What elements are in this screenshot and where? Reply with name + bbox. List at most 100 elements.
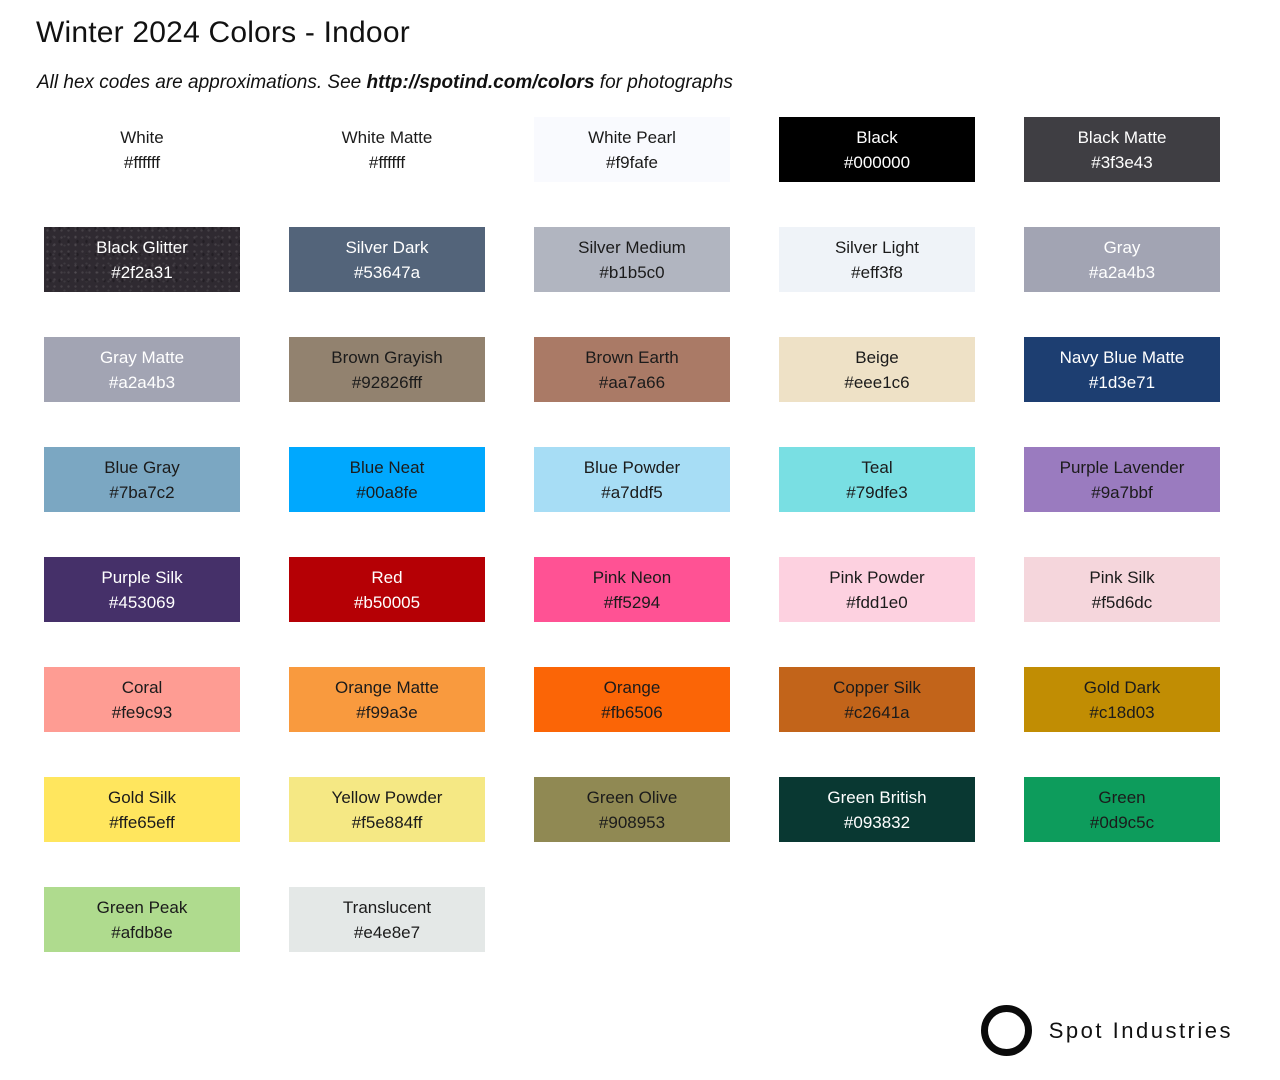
color-hex: #a7ddf5: [601, 482, 663, 502]
color-name: Translucent: [342, 897, 432, 917]
swatch-copper-silk: Copper Silk #c2641a: [779, 667, 975, 732]
color-hex: #2f2a31: [111, 262, 173, 282]
swatch-white-matte: White Matte #ffffff: [289, 117, 485, 182]
swatch-blue-gray: Blue Gray #7ba7c2: [44, 447, 240, 512]
color-name: Pink Neon: [592, 567, 672, 587]
swatch-yellow-powder: Yellow Powder #f5e884ff: [289, 777, 485, 842]
color-hex: #00a8fe: [356, 482, 418, 502]
color-name: White: [120, 127, 164, 147]
swatch-silver-dark: Silver Dark #53647a: [289, 227, 485, 292]
swatch-white: White #ffffff: [44, 117, 240, 182]
color-name: Gray: [1103, 237, 1141, 257]
color-hex: #79dfe3: [846, 482, 908, 502]
swatch-purple-silk: Purple Silk #453069: [44, 557, 240, 622]
color-name: Blue Powder: [583, 457, 681, 477]
color-name: Blue Neat: [349, 457, 425, 477]
swatch-blue-neat: Blue Neat #00a8fe: [289, 447, 485, 512]
swatch-navy-blue-matte: Navy Blue Matte #1d3e71: [1024, 337, 1220, 402]
color-hex: #b1b5c0: [599, 262, 665, 282]
swatch-gold-silk: Gold Silk #ffe65eff: [44, 777, 240, 842]
swatch-beige: Beige #eee1c6: [779, 337, 975, 402]
swatch-green-british: Green British #093832: [779, 777, 975, 842]
color-name: Beige: [855, 347, 899, 367]
color-hex: #f5e884ff: [351, 812, 423, 832]
color-name: White Pearl: [588, 127, 676, 147]
color-hex: #453069: [108, 592, 176, 612]
spot-circle-icon: [980, 1005, 1032, 1056]
color-name: Orange: [603, 677, 661, 697]
color-name: Copper Silk: [833, 677, 921, 697]
swatch-black: Black #000000: [779, 117, 975, 182]
color-hex: #a2a4b3: [1088, 262, 1156, 282]
swatch-silver-light: Silver Light #eff3f8: [779, 227, 975, 292]
color-name: Pink Powder: [829, 567, 925, 587]
page-header: Winter 2024 Colors - Indoor All hex code…: [36, 16, 733, 94]
swatch-gray: Gray #a2a4b3: [1024, 227, 1220, 292]
color-name: Pink Silk: [1089, 567, 1155, 587]
swatch-brown-grayish: Brown Grayish #92826fff: [289, 337, 485, 402]
color-hex: #fdd1e0: [846, 592, 908, 612]
color-hex: #c18d03: [1089, 702, 1155, 722]
page-title: Winter 2024 Colors - Indoor: [36, 16, 410, 49]
color-name: Orange Matte: [335, 677, 439, 697]
color-name: Purple Silk: [101, 567, 183, 587]
color-name: Silver Light: [834, 237, 920, 257]
color-hex: #ffffff: [368, 152, 406, 172]
color-name: Red: [371, 567, 403, 587]
color-name: Gold Silk: [107, 787, 177, 807]
color-hex: #3f3e43: [1091, 152, 1153, 172]
swatch-gold-dark: Gold Dark #c18d03: [1024, 667, 1220, 732]
subtitle-text-suffix: for photographs: [594, 72, 733, 93]
brand-name: Spot Industries: [1048, 1017, 1233, 1043]
swatch-brown-earth: Brown Earth #aa7a66: [534, 337, 730, 402]
color-name: Coral: [121, 677, 163, 697]
swatch-green-olive: Green Olive #908953: [534, 777, 730, 842]
swatch-orange: Orange #fb6506: [534, 667, 730, 732]
swatch-black-matte: Black Matte #3f3e43: [1024, 117, 1220, 182]
color-hex: #908953: [598, 812, 666, 832]
swatch-translucent: Translucent #e4e8e7: [289, 887, 485, 952]
color-hex: #f5d6dc: [1091, 592, 1153, 612]
color-name: Gold Dark: [1083, 677, 1161, 697]
color-hex: #1d3e71: [1088, 372, 1156, 392]
subtitle-text-prefix: All hex codes are approximations. See: [37, 72, 367, 93]
color-name: Silver Medium: [578, 237, 686, 257]
swatch-blue-powder: Blue Powder #a7ddf5: [534, 447, 730, 512]
color-hex: #0d9c5c: [1089, 812, 1155, 832]
color-name: Green Olive: [586, 787, 678, 807]
color-name: Black Glitter: [96, 237, 188, 257]
swatch-grid: White #ffffff White Matte #ffffff White Pe…: [44, 117, 1220, 952]
color-hex: #000000: [843, 152, 911, 172]
swatch-white-pearl: White Pearl #f9fafe: [534, 117, 730, 182]
color-name: Brown Grayish: [331, 347, 443, 367]
color-hex: #aa7a66: [598, 372, 666, 392]
swatch-orange-matte: Orange Matte #f99a3e: [289, 667, 485, 732]
color-hex: #92826fff: [351, 372, 423, 392]
subtitle-link: http://spotind.com/colors: [366, 72, 595, 93]
color-name: Green: [1098, 787, 1146, 807]
swatch-red: Red #b50005: [289, 557, 485, 622]
swatch-teal: Teal #79dfe3: [779, 447, 975, 512]
color-hex: #ffffff: [123, 152, 161, 172]
color-name: Silver Dark: [345, 237, 429, 257]
color-hex: #fe9c93: [111, 702, 173, 722]
color-name: Yellow Powder: [331, 787, 443, 807]
color-hex: #e4e8e7: [353, 922, 421, 942]
brand-logo: Spot Industries: [980, 1005, 1233, 1056]
swatch-black-glitter: Black Glitter #2f2a31: [44, 227, 240, 292]
color-hex: #c2641a: [844, 702, 910, 722]
color-hex: #ff5294: [603, 592, 661, 612]
color-hex: #eee1c6: [844, 372, 910, 392]
color-name: Navy Blue Matte: [1059, 347, 1185, 367]
swatch-coral: Coral #fe9c93: [44, 667, 240, 732]
color-name: Black Matte: [1077, 127, 1167, 147]
color-name: Blue Gray: [104, 457, 180, 477]
swatch-pink-powder: Pink Powder #fdd1e0: [779, 557, 975, 622]
subtitle: All hex codes are approximations. See ht…: [37, 72, 733, 94]
swatch-purple-lavender: Purple Lavender #9a7bbf: [1024, 447, 1220, 512]
swatch-gray-matte: Gray Matte #a2a4b3: [44, 337, 240, 402]
color-hex: #9a7bbf: [1091, 482, 1153, 502]
color-hex: #afdb8e: [111, 922, 173, 942]
swatch-green-peak: Green Peak #afdb8e: [44, 887, 240, 952]
color-hex: #53647a: [353, 262, 421, 282]
